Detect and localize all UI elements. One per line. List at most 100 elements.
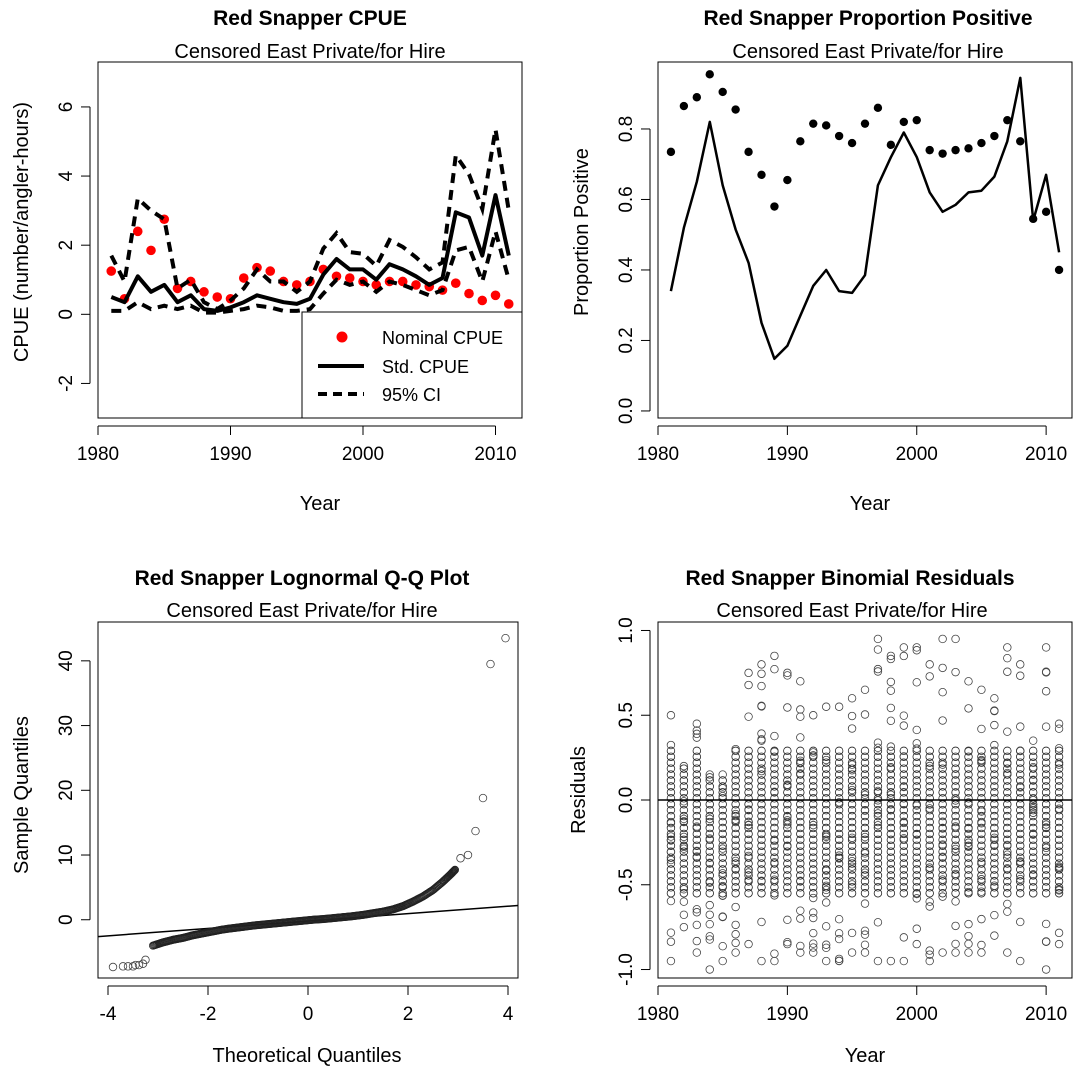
residual-point — [860, 806, 870, 815]
residual-point — [977, 685, 986, 695]
residual-point — [886, 686, 896, 695]
residual-point — [951, 817, 960, 827]
residual-point — [666, 877, 676, 886]
residual-point — [886, 823, 896, 833]
residual-point — [705, 910, 714, 919]
y-tick-label: -1.0 — [616, 953, 637, 986]
residual-point — [692, 835, 702, 845]
residual-point — [912, 758, 921, 767]
residual-point — [718, 776, 727, 785]
residual-point — [692, 726, 702, 735]
residual-point — [705, 814, 714, 824]
residual-point — [692, 948, 702, 957]
nominal-cpue-point — [199, 287, 209, 297]
residual-point — [860, 782, 870, 791]
residual-point — [860, 940, 870, 950]
proportion-observed-point — [666, 147, 676, 157]
proportion-observed-point — [809, 119, 818, 128]
residual-point — [770, 858, 779, 867]
residual-point — [912, 877, 921, 886]
qq-point — [427, 886, 436, 895]
residual-point — [1054, 877, 1064, 886]
residual-point — [873, 645, 883, 654]
x-tick-label: -4 — [100, 1004, 117, 1025]
residual-point — [809, 928, 818, 938]
residual-point — [692, 852, 702, 861]
residual-point — [951, 746, 960, 756]
residual-point — [860, 764, 870, 773]
residual-point — [1054, 760, 1064, 769]
residual-point — [847, 758, 857, 767]
residual-point — [666, 782, 676, 791]
residual-point — [951, 788, 960, 797]
residual-point — [873, 770, 883, 779]
residual-point — [925, 817, 934, 827]
qq-point — [448, 868, 457, 877]
residual-point — [1054, 859, 1064, 868]
residual-point — [821, 922, 831, 931]
residual-point — [834, 752, 844, 761]
residual-point — [834, 954, 844, 964]
residual-point — [809, 800, 818, 809]
residual-point — [666, 770, 676, 779]
chart-title: Red Snapper Lognormal Q-Q Plot — [135, 567, 470, 590]
residual-point — [847, 746, 857, 756]
residual-point — [783, 841, 792, 850]
residual-point — [990, 805, 999, 815]
residual-point — [964, 817, 973, 827]
residual-point — [873, 743, 883, 753]
residual-point — [951, 948, 960, 957]
residual-point — [899, 776, 909, 785]
residual-point — [925, 835, 934, 845]
residual-point — [744, 712, 753, 721]
residual-point — [834, 835, 844, 844]
residual-point — [834, 794, 844, 803]
residual-point — [796, 769, 805, 778]
chart-subtitle: Censored East Private/for Hire — [716, 600, 987, 622]
residual-point — [666, 776, 676, 785]
proportion-observed-point — [938, 149, 947, 158]
x-axis-label: Theoretical Quantiles — [213, 1045, 402, 1067]
residual-point — [744, 746, 753, 756]
qq-point — [447, 868, 456, 877]
residual-point — [847, 880, 857, 889]
residual-point — [705, 878, 714, 887]
chart-subtitle: Censored East Private/for Hire — [174, 41, 445, 63]
residual-point — [951, 805, 960, 815]
residual-point — [834, 889, 844, 898]
residual-point — [1003, 853, 1012, 862]
residual-point — [964, 704, 973, 713]
residual-point — [692, 859, 702, 868]
residual-point — [679, 823, 689, 833]
residual-point — [873, 811, 883, 821]
residual-point — [679, 853, 689, 862]
residual-point — [705, 805, 714, 815]
residual-point — [705, 770, 714, 779]
residual-point — [796, 941, 805, 951]
residual-point — [847, 794, 857, 803]
qq-point — [456, 854, 465, 863]
residual-point — [821, 866, 831, 875]
residual-point — [692, 871, 702, 880]
qq-point — [134, 960, 144, 970]
residual-point — [899, 865, 909, 874]
residual-point — [1054, 847, 1064, 856]
residual-point — [1054, 782, 1064, 791]
residual-point — [938, 847, 947, 856]
residual-point — [847, 877, 857, 886]
residual-point — [796, 677, 805, 686]
residual-point — [821, 889, 831, 898]
residual-point — [886, 811, 896, 821]
residual-point — [821, 847, 831, 856]
residual-point — [783, 805, 792, 815]
residual-point — [666, 889, 676, 898]
residual-point — [925, 770, 934, 779]
residual-point — [951, 921, 960, 931]
residual-point — [796, 788, 805, 797]
qq-point — [449, 866, 458, 875]
residual-point — [1003, 643, 1012, 652]
residual-point — [886, 752, 896, 761]
proportion-observed-point — [821, 121, 831, 130]
residual-point — [912, 801, 921, 810]
residual-point — [679, 832, 689, 842]
